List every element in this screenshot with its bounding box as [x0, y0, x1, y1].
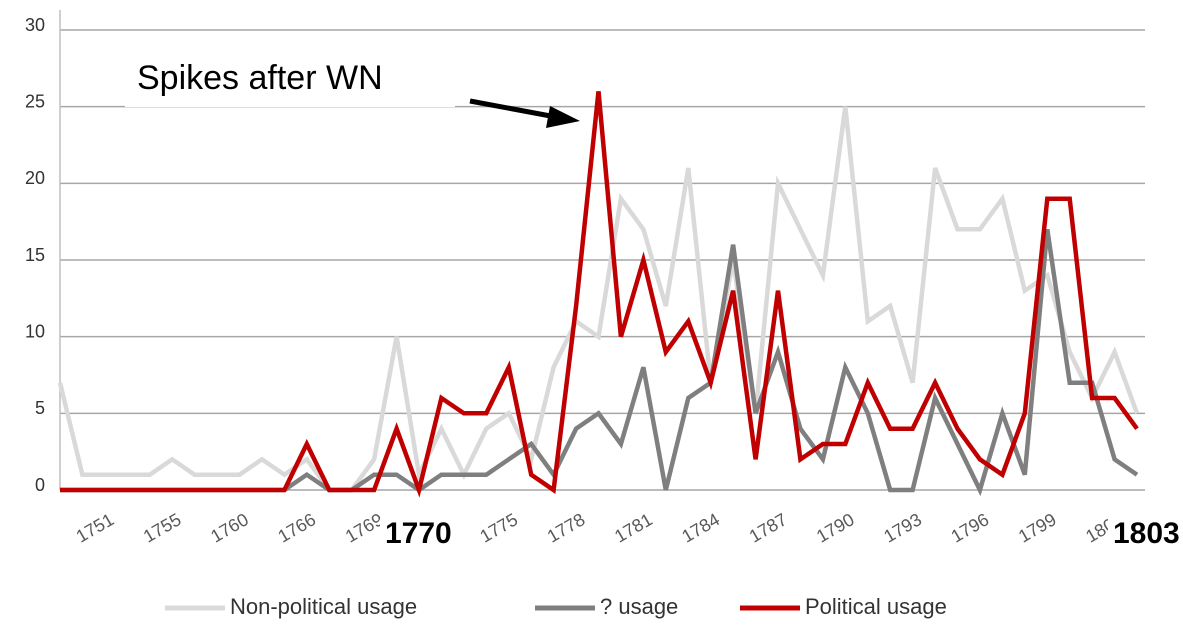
y-tick-label: 10: [25, 321, 45, 341]
x-tick-label: 1781: [611, 509, 656, 546]
annotation-arrow: [469, 98, 557, 120]
y-tick-label: 20: [25, 168, 45, 188]
x-tick-label: 1755: [140, 509, 185, 546]
annotation-bg: [380, 512, 472, 557]
x-tick-label: 1793: [880, 509, 925, 546]
y-tick-label: 15: [25, 245, 45, 265]
x-tick-labels: 1751175517601766176917721775177817811784…: [73, 509, 1127, 546]
x-tick-label: 1796: [948, 509, 993, 546]
x-tick-label: 1799: [1015, 509, 1060, 546]
annotation: Spikes after WN: [137, 59, 383, 97]
annotation-bg: [1108, 512, 1183, 557]
x-tick-label: 1787: [746, 509, 791, 546]
annotation-arrowhead: [546, 106, 580, 128]
annotation-bg: [125, 52, 455, 107]
x-tick-label: 1784: [678, 509, 723, 546]
lines: [57, 91, 1140, 498]
annotation: 1770: [385, 517, 452, 550]
y-tick-label: 5: [35, 398, 45, 418]
series-line: [57, 106, 1140, 493]
x-tick-label: 1790: [813, 509, 858, 546]
annotation: 1803: [1113, 517, 1180, 550]
y-tick-label: 30: [25, 15, 45, 35]
y-tick-label: 0: [35, 475, 45, 495]
legend: Non-political usage ? usage Political usag…: [165, 594, 947, 619]
x-tick-label: 1751: [73, 509, 118, 546]
legend-label: ? usage: [600, 594, 678, 619]
series-line: [60, 91, 1139, 498]
x-tick-label: 1760: [207, 509, 252, 546]
x-tick-label: 1769: [342, 509, 387, 546]
legend-label: Political usage: [805, 594, 947, 619]
x-tick-label: 1766: [275, 509, 320, 546]
y-tick-label: 25: [25, 91, 45, 111]
x-tick-label: 1778: [544, 509, 589, 546]
x-tick-label: 1775: [476, 509, 521, 546]
legend-label: Non-political usage: [230, 594, 417, 619]
